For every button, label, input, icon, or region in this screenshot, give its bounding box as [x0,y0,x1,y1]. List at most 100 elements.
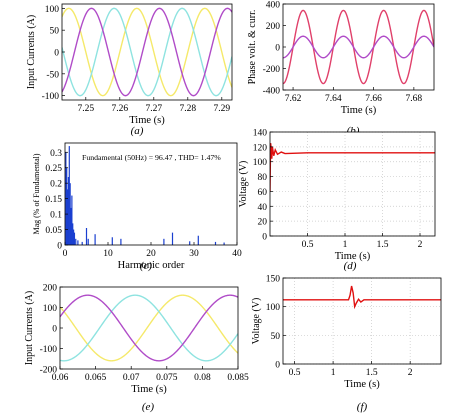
harmonic-bar [189,241,191,245]
harmonic-bar [73,232,76,245]
harmonic-bar [66,189,69,245]
series-line-1 [283,9,434,85]
x-tick-label: 30 [189,249,199,259]
y-tick-label: 0 [54,49,59,59]
y-tick-label: 0 [275,44,280,54]
x-tick-label: 0.075 [156,373,178,383]
panel-caption: (f) [357,401,368,413]
plot-area [283,278,441,364]
harmonic-bar [75,238,77,245]
y-axis-title: Input Currents (A) [26,15,37,89]
x-tick-label: 0.06 [52,373,69,383]
y-tick-label: 0 [52,325,57,335]
y-tick-label: 0 [57,242,62,252]
plot-frame [282,277,442,365]
annotation-text: Fundamental (50Hz) = 96.47 , THD= 1.47% [82,153,221,162]
y-tick-label: 200 [43,284,58,294]
harmonic-bar [68,146,70,245]
x-axis-title: Time (s) [344,379,380,390]
panel-d [269,131,436,237]
y-tick-label: 0.3 [50,149,62,159]
plot-content-f [283,285,441,310]
plot-content-d [270,143,435,192]
y-tick-label: 150 [266,275,281,285]
harmonic-bar [214,241,217,245]
series-line-1 [60,294,238,362]
x-tick-label: 40 [232,249,242,259]
x-tick-label: 0.5 [289,368,301,378]
y-tick-label: -200 [263,65,281,75]
y-axis-title: Voltage (V) [238,161,249,208]
y-axis-title: Phase volt. & curr. [247,10,258,85]
series-line-3 [60,294,238,362]
x-tick-label: 7.28 [179,104,196,114]
y-tick-label: 0.2 [50,180,62,190]
y-tick-label: 60 [258,188,268,198]
x-tick-label: 0.08 [194,373,211,383]
y-tick-label: -400 [263,87,281,97]
series-line-2 [283,35,434,59]
x-tick-label: 1.5 [377,240,389,250]
x-tick-label: 0.07 [123,373,140,383]
harmonic-bar [223,242,225,245]
plot-content-a [62,7,232,97]
panel-caption: (c) [140,260,153,272]
harmonic-bar [87,238,89,245]
panel-caption: (e) [142,401,155,413]
harmonic-bar [72,223,74,245]
harmonic-bar [69,183,71,245]
x-axis-title: Time (s) [335,251,371,262]
x-axis-title: Time (s) [129,115,165,126]
series-line-2 [60,294,238,362]
y-tick-label: -50 [46,70,59,80]
y-tick-label: 100 [253,158,268,168]
y-axis-title: Voltage (V) [251,298,262,345]
x-tick-label: 7.66 [365,94,382,104]
plot-area [270,132,435,236]
y-tick-label: -100 [42,92,60,102]
plot-content-b [283,9,434,85]
plot-frame [269,131,436,237]
x-tick-label: 0 [63,249,68,259]
x-tick-label: 7.29 [213,104,230,114]
panel-c [64,142,238,246]
harmonic-bar [111,237,113,245]
x-axis-title: Time (s) [341,105,377,116]
harmonic-bar [67,177,70,245]
series-line-1 [62,7,232,97]
y-tick-label: 50 [50,27,60,37]
harmonic-bar [70,207,72,245]
x-tick-label: 2 [408,368,413,378]
series-line-1 [270,143,435,192]
panel-caption: (d) [344,260,357,272]
harmonic-bar [120,238,122,245]
plot-content-e [60,294,238,362]
y-tick-label: 20 [258,218,268,228]
plot-area [283,4,434,90]
y-tick-label: -100 [40,345,58,355]
panel-b [282,3,435,91]
y-tick-label: 80 [258,173,268,183]
panel-a [61,3,233,101]
y-tick-label: 40 [258,203,268,213]
x-tick-label: 1.5 [366,368,378,378]
plot-area [62,4,232,100]
x-tick-label: 7.64 [325,94,342,104]
series-line-1 [283,285,441,310]
x-tick-label: 7.26 [111,104,128,114]
x-axis-title: Harmonic order [118,260,185,271]
x-tick-label: 0.065 [85,373,107,383]
y-tick-label: -200 [40,366,58,376]
harmonic-bar [171,232,174,245]
x-axis-title: Time (s) [131,384,167,395]
y-tick-label: 100 [266,303,281,313]
plot-area [60,287,238,369]
x-tick-label: 7.62 [285,94,302,104]
harmonic-bar [197,235,199,245]
x-tick-label: 7.68 [406,94,423,104]
y-tick-label: 0 [275,361,280,371]
x-tick-label: 10 [103,249,113,259]
x-tick-label: 1 [343,240,348,250]
harmonic-bar [71,195,73,245]
